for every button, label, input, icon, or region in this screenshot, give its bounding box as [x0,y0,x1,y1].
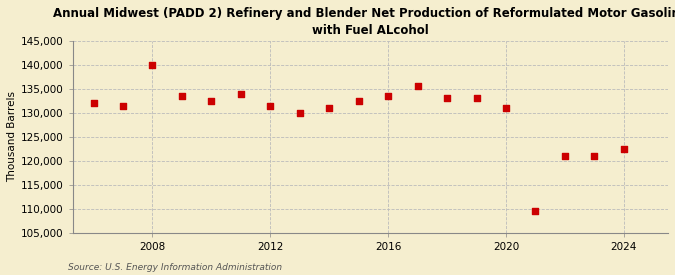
Point [589,154,600,158]
Point [294,111,305,115]
Point [176,94,187,98]
Point [353,98,364,103]
Point [560,154,570,158]
Point [441,96,452,101]
Point [265,103,275,108]
Y-axis label: Thousand Barrels: Thousand Barrels [7,91,17,182]
Point [383,94,394,98]
Point [147,63,158,67]
Point [324,106,335,110]
Text: Source: U.S. Energy Information Administration: Source: U.S. Energy Information Administ… [68,263,281,272]
Point [236,91,246,96]
Point [530,209,541,213]
Title: Annual Midwest (PADD 2) Refinery and Blender Net Production of Reformulated Moto: Annual Midwest (PADD 2) Refinery and Ble… [53,7,675,37]
Point [88,101,99,105]
Point [117,103,128,108]
Point [206,98,217,103]
Point [412,84,423,89]
Point [501,106,512,110]
Point [471,96,482,101]
Point [618,147,629,151]
